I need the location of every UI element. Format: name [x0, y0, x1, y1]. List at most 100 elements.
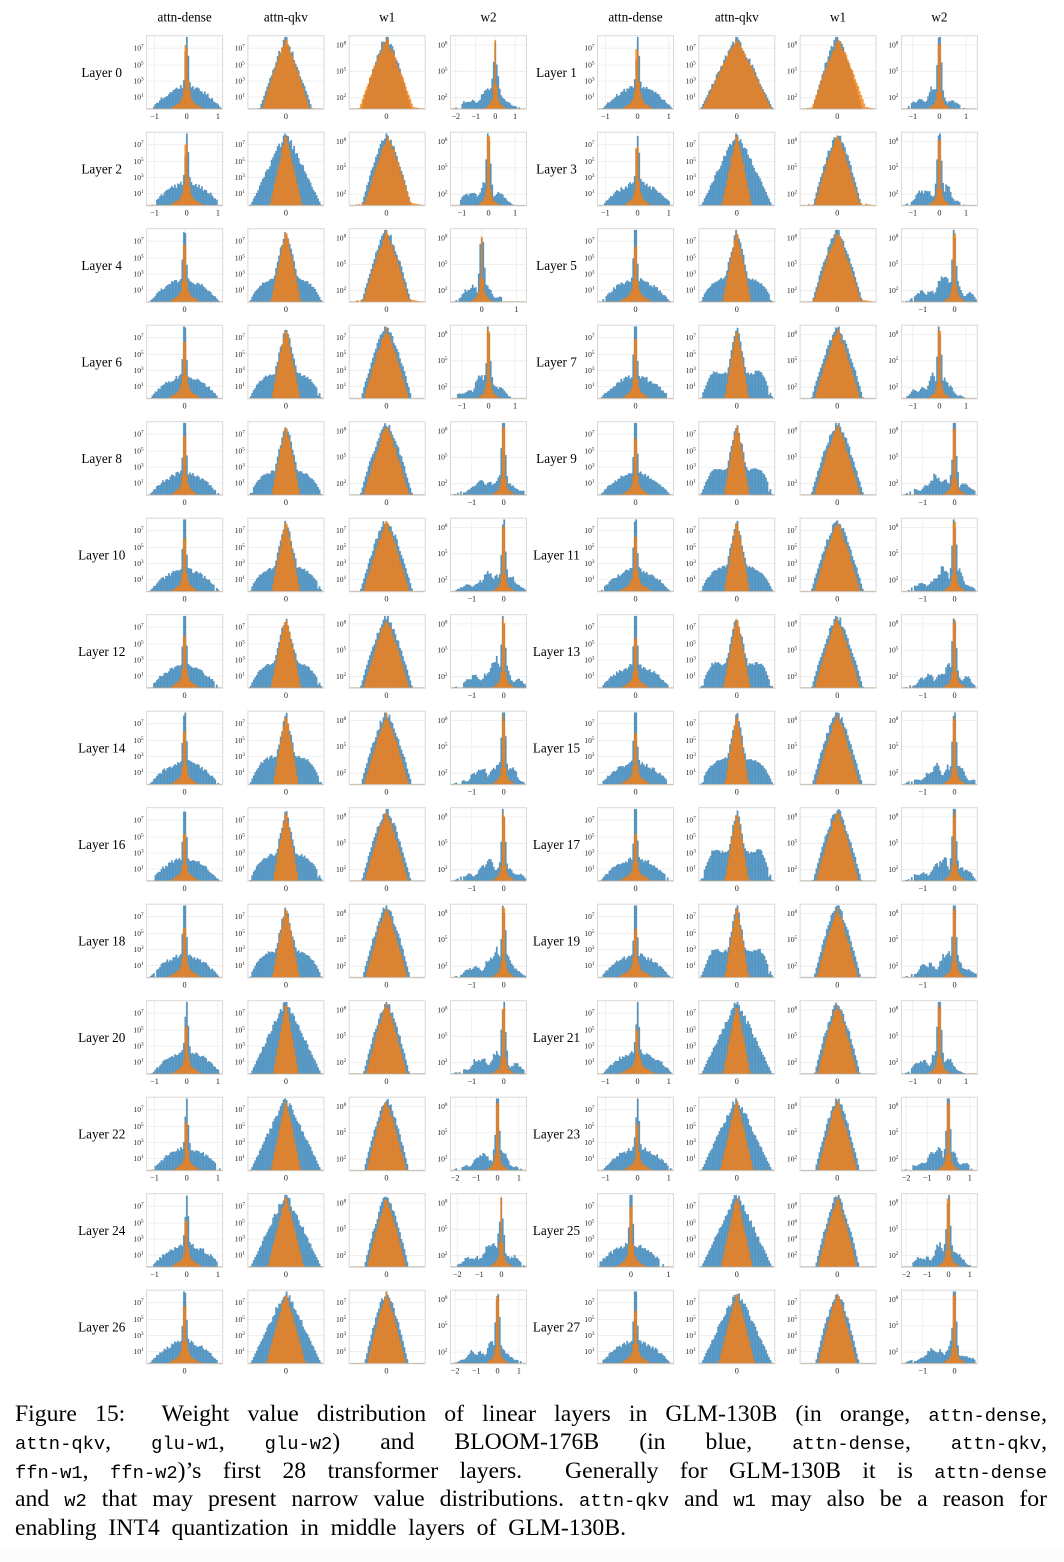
svg-text:101: 101: [235, 865, 246, 874]
svg-text:107: 107: [584, 623, 595, 632]
svg-text:−1: −1: [918, 787, 927, 796]
svg-text:−1: −1: [472, 1173, 481, 1182]
svg-text:101: 101: [235, 1154, 246, 1163]
svg-text:103: 103: [133, 366, 144, 375]
svg-text:107: 107: [235, 430, 246, 439]
svg-text:107: 107: [235, 1298, 246, 1307]
svg-text:0: 0: [384, 884, 388, 893]
svg-text:103: 103: [235, 849, 246, 858]
svg-text:0: 0: [496, 1173, 500, 1182]
svg-text:102: 102: [437, 962, 448, 971]
svg-text:0: 0: [835, 1077, 839, 1086]
svg-text:1: 1: [667, 1270, 671, 1279]
svg-text:0: 0: [946, 1270, 950, 1279]
svg-text:0: 0: [835, 1366, 839, 1375]
svg-text:−1: −1: [150, 1173, 159, 1182]
svg-text:103: 103: [133, 1138, 144, 1147]
svg-text:103: 103: [686, 1235, 697, 1244]
svg-text:105: 105: [787, 646, 798, 655]
svg-text:105: 105: [584, 640, 595, 649]
svg-text:102: 102: [336, 672, 347, 681]
svg-text:−1: −1: [918, 305, 927, 314]
svg-text:0: 0: [937, 1077, 941, 1086]
svg-text:103: 103: [336, 1331, 347, 1340]
svg-text:−1: −1: [467, 691, 476, 700]
svg-text:Layer 3: Layer 3: [536, 162, 577, 177]
svg-text:105: 105: [336, 543, 347, 552]
svg-text:102: 102: [888, 865, 899, 874]
svg-text:102: 102: [888, 1058, 899, 1067]
svg-text:105: 105: [235, 929, 246, 938]
svg-text:−1: −1: [918, 884, 927, 893]
svg-text:108: 108: [336, 40, 347, 49]
svg-text:101: 101: [133, 768, 144, 777]
svg-text:107: 107: [584, 1298, 595, 1307]
svg-text:103: 103: [584, 752, 595, 761]
svg-text:105: 105: [133, 1219, 144, 1228]
svg-text:107: 107: [235, 333, 246, 342]
svg-text:1: 1: [964, 401, 968, 410]
svg-text:0: 0: [384, 594, 388, 603]
svg-text:102: 102: [437, 1058, 448, 1067]
svg-text:102: 102: [888, 1251, 899, 1260]
svg-text:0: 0: [284, 884, 288, 893]
svg-text:0: 0: [480, 305, 484, 314]
svg-text:105: 105: [133, 1315, 144, 1324]
svg-text:0: 0: [735, 787, 739, 796]
svg-text:101: 101: [235, 1251, 246, 1260]
svg-text:102: 102: [888, 1348, 899, 1357]
svg-text:104: 104: [787, 1235, 798, 1244]
svg-text:0: 0: [183, 1366, 187, 1375]
svg-text:101: 101: [133, 865, 144, 874]
svg-text:0: 0: [284, 787, 288, 796]
svg-text:105: 105: [336, 163, 347, 172]
svg-text:105: 105: [336, 67, 347, 76]
svg-text:107: 107: [336, 526, 347, 535]
svg-text:107: 107: [686, 333, 697, 342]
svg-text:101: 101: [584, 865, 595, 874]
svg-text:103: 103: [235, 945, 246, 954]
svg-text:1: 1: [667, 208, 671, 217]
svg-text:Layer 15: Layer 15: [533, 741, 581, 756]
svg-text:−1: −1: [150, 208, 159, 217]
svg-text:103: 103: [686, 945, 697, 954]
svg-text:107: 107: [133, 333, 144, 342]
svg-text:0: 0: [185, 1270, 189, 1279]
svg-text:102: 102: [888, 479, 899, 488]
svg-text:102: 102: [787, 1155, 798, 1164]
svg-text:0: 0: [937, 401, 941, 410]
svg-text:103: 103: [235, 1331, 246, 1340]
svg-text:101: 101: [235, 93, 246, 102]
svg-text:102: 102: [336, 190, 347, 199]
svg-text:0: 0: [735, 1077, 739, 1086]
svg-text:0: 0: [633, 401, 637, 410]
svg-text:107: 107: [133, 1105, 144, 1114]
svg-text:1: 1: [216, 112, 220, 121]
svg-text:Layer 1: Layer 1: [536, 65, 577, 80]
svg-text:0: 0: [183, 305, 187, 314]
svg-text:Layer 25: Layer 25: [533, 1223, 581, 1238]
svg-text:−1: −1: [467, 498, 476, 507]
svg-text:108: 108: [787, 1005, 798, 1014]
svg-text:107: 107: [686, 623, 697, 632]
svg-text:1: 1: [667, 112, 671, 121]
svg-text:0: 0: [502, 884, 506, 893]
svg-text:0: 0: [384, 691, 388, 700]
svg-text:107: 107: [235, 237, 246, 246]
svg-text:105: 105: [787, 742, 798, 751]
svg-text:103: 103: [686, 849, 697, 858]
svg-text:105: 105: [336, 350, 347, 359]
svg-text:101: 101: [686, 1347, 697, 1356]
svg-text:0: 0: [636, 112, 640, 121]
svg-text:0: 0: [735, 980, 739, 989]
svg-text:108: 108: [336, 233, 347, 242]
svg-text:107: 107: [235, 526, 246, 535]
svg-text:0: 0: [384, 980, 388, 989]
svg-text:0: 0: [384, 1270, 388, 1279]
svg-text:102: 102: [888, 672, 899, 681]
svg-text:105: 105: [686, 254, 697, 263]
svg-text:102: 102: [787, 286, 798, 295]
svg-text:107: 107: [133, 1009, 144, 1018]
svg-text:108: 108: [437, 40, 448, 49]
svg-text:105: 105: [888, 1321, 899, 1330]
